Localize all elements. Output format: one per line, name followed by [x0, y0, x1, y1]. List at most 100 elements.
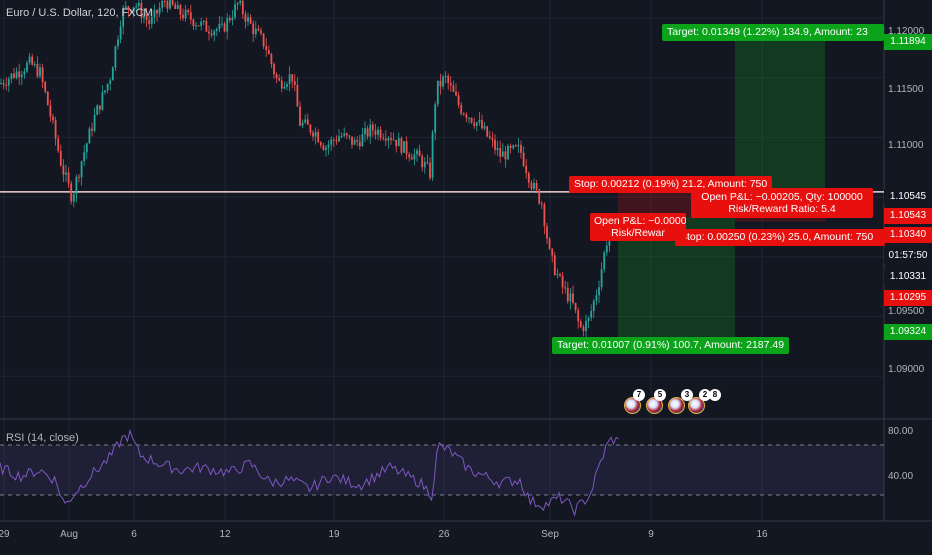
- candle-body: [195, 25, 197, 27]
- candle-body: [403, 141, 405, 153]
- candle-body: [325, 147, 327, 150]
- rsi-band: [0, 445, 884, 495]
- candle-body: [171, 0, 174, 5]
- short-target-label[interactable]: Target: 0.01007 (0.91%) 100.7, Amount: 2…: [552, 337, 790, 354]
- candle-body: [327, 144, 330, 148]
- candle-body: [270, 54, 273, 65]
- candle-body: [78, 176, 80, 178]
- candle-body: [452, 85, 455, 92]
- candle-body: [286, 84, 288, 87]
- candle-body: [0, 83, 2, 85]
- candle-body: [31, 56, 34, 65]
- candle-body: [525, 165, 528, 174]
- candle-body: [462, 113, 465, 115]
- candle-body: [574, 302, 577, 311]
- candle-body: [592, 300, 595, 311]
- candle-body: [267, 50, 270, 55]
- candle-body: [187, 9, 190, 13]
- candle-body: [46, 91, 49, 106]
- candle-body: [54, 120, 57, 139]
- candle-body: [319, 142, 322, 146]
- candle-body: [273, 64, 275, 75]
- long-pnl-label[interactable]: Open P&L: −0.00205, Qty: 100000 Risk/Rew…: [691, 188, 873, 218]
- candle-body: [96, 105, 99, 115]
- candle-body: [184, 9, 187, 19]
- candle-body: [491, 138, 494, 140]
- us-flag-event-icon[interactable]: [688, 397, 705, 414]
- candle-body: [387, 138, 390, 141]
- candle-body: [442, 76, 444, 87]
- price-tag-short-entry: 1.10331: [884, 269, 932, 285]
- candle-body: [280, 80, 283, 89]
- candle-body: [70, 183, 73, 202]
- candle-body: [465, 114, 468, 118]
- candle-body: [26, 62, 28, 72]
- time-tick: 26: [438, 529, 450, 540]
- candle-body: [49, 105, 52, 117]
- candle-body: [257, 28, 260, 31]
- us-flag-event-icon[interactable]: [624, 397, 641, 414]
- candle-body: [436, 80, 439, 105]
- candle-body: [358, 141, 361, 147]
- candle-body: [582, 326, 585, 332]
- candle-body: [174, 4, 177, 9]
- candle-body: [475, 122, 478, 127]
- candle-body: [234, 4, 236, 18]
- candle-body: [249, 17, 252, 24]
- us-flag-event-icon[interactable]: [668, 397, 685, 414]
- candle-body: [2, 83, 5, 85]
- rsi-indicator-label[interactable]: RSI (14, close): [6, 432, 79, 444]
- candle-body: [132, 7, 135, 13]
- candle-body: [7, 78, 10, 86]
- candle-body: [527, 173, 530, 183]
- candle-body: [587, 317, 590, 321]
- candle-body: [447, 75, 450, 84]
- time-tick: Sep: [541, 529, 559, 540]
- candle-body: [548, 238, 551, 249]
- candle-body: [408, 154, 411, 158]
- short-pnl-label[interactable]: Open P&L: −0.00009, Qty: 11.5k Risk/Rewa…: [590, 213, 686, 241]
- price-tick: 1.12000: [888, 26, 925, 37]
- candle-body: [192, 19, 195, 27]
- candle-body: [371, 124, 374, 131]
- candle-body: [449, 83, 452, 86]
- price-tick: 1.11500: [888, 84, 924, 95]
- countdown-timer: 01:57:50: [884, 248, 932, 264]
- candle-body: [260, 30, 262, 34]
- candle-body: [117, 39, 119, 47]
- candle-body: [512, 145, 515, 148]
- candle-body: [39, 67, 41, 77]
- candle-body: [23, 71, 26, 75]
- candle-body: [252, 23, 255, 35]
- long-profit-zone: [735, 30, 825, 192]
- candle-body: [384, 138, 387, 141]
- candle-body: [135, 6, 138, 8]
- price-tag-last-price: 1.10340: [884, 227, 932, 243]
- long-stop-label[interactable]: Stop: 0.00250 (0.23%) 25.0, Amount: 750: [675, 229, 885, 246]
- candle-body: [577, 310, 580, 322]
- candle-body: [221, 23, 223, 25]
- rsi-tick: 40.00: [888, 471, 914, 482]
- candle-body: [605, 245, 608, 253]
- candle-body: [179, 5, 182, 15]
- candle-body: [481, 119, 483, 129]
- candle-body: [379, 129, 382, 138]
- long-target-label[interactable]: Target: 0.01349 (1.22%) 134.9, Amount: 2…: [662, 24, 884, 41]
- short-stop-label[interactable]: Stop: 0.00212 (0.19%) 21.2, Amount: 750: [569, 176, 773, 193]
- candle-body: [72, 194, 75, 202]
- candle-body: [335, 140, 338, 142]
- candle-body: [148, 19, 151, 25]
- time-tick: 6: [131, 529, 137, 540]
- candle-body: [533, 182, 535, 189]
- candle-body: [345, 133, 348, 136]
- candle-body: [20, 74, 23, 78]
- candle-body: [262, 33, 265, 47]
- candle-body: [460, 105, 463, 114]
- price-tag-long-target: 1.11894: [884, 34, 932, 50]
- candle-body: [114, 46, 117, 68]
- candle-body: [145, 15, 148, 20]
- symbol-title: Euro / U.S. Dollar, 120, FXCM: [6, 7, 153, 19]
- candle-body: [283, 86, 286, 89]
